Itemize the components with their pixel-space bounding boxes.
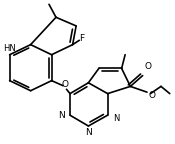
Text: O: O [149,91,156,100]
Text: N: N [58,111,65,120]
Text: HN: HN [4,44,16,53]
Text: N: N [85,128,92,137]
Text: N: N [113,114,119,123]
Text: F: F [79,34,84,43]
Text: O: O [61,80,68,89]
Text: O: O [144,62,151,71]
